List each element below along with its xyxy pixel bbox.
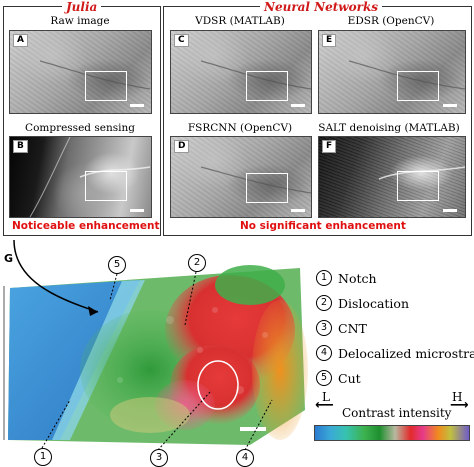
roi-box bbox=[85, 171, 127, 201]
legend-label: Dislocation bbox=[338, 295, 410, 311]
surface-plot bbox=[3, 240, 308, 451]
nn-verdict: No significant enhancement bbox=[240, 220, 406, 232]
legend-label: Cut bbox=[338, 370, 361, 386]
crack-line bbox=[348, 60, 465, 90]
legend-number: 2 bbox=[316, 295, 332, 311]
panel-f-letter: F bbox=[322, 140, 337, 153]
nn-group-title: Neural Networks bbox=[260, 0, 383, 14]
panel-c-letter: C bbox=[174, 34, 189, 47]
panel-b-image: B bbox=[9, 136, 152, 218]
legend-label: Delocalized microstrain bbox=[338, 345, 474, 361]
scale-bar bbox=[130, 104, 144, 107]
legend-notch: 1 Notch bbox=[316, 270, 377, 286]
crack-line bbox=[200, 60, 311, 90]
panel-c-image: C bbox=[170, 30, 312, 114]
legend-number: 1 bbox=[316, 270, 332, 286]
panel-e-letter: E bbox=[322, 34, 337, 47]
legend-label: CNT bbox=[338, 320, 367, 336]
colorbar-low-label: L bbox=[322, 390, 330, 404]
crack-line bbox=[378, 166, 465, 180]
panel-d-image: D bbox=[170, 136, 312, 218]
scale-bar bbox=[291, 209, 305, 212]
panel-f-caption: SALT denoising (MATLAB) bbox=[318, 122, 460, 134]
julia-verdict: Noticeable enhancement bbox=[12, 220, 160, 232]
callout-5: 5 bbox=[108, 256, 126, 274]
callout-4: 4 bbox=[236, 449, 254, 467]
panel-f-image: F bbox=[318, 136, 466, 218]
callout-3: 3 bbox=[150, 449, 168, 467]
callout-2: 2 bbox=[188, 254, 206, 272]
panel-e-image: E bbox=[318, 30, 466, 114]
roi-box bbox=[246, 173, 288, 203]
legend-cnt: 3 CNT bbox=[316, 320, 367, 336]
panel-a-image: A bbox=[9, 30, 152, 114]
right-arrow-icon: ⟶ bbox=[450, 398, 469, 413]
left-arrow-icon: ⟵ bbox=[315, 398, 334, 413]
contrast-colorbar bbox=[314, 425, 470, 441]
crack-line bbox=[39, 60, 151, 90]
panel-b-letter: B bbox=[13, 140, 28, 153]
julia-group-title: Julia bbox=[62, 0, 102, 14]
panel-e-caption: EDSR (OpenCV) bbox=[347, 15, 435, 27]
scale-bar bbox=[443, 209, 457, 212]
legend-number: 5 bbox=[316, 370, 332, 386]
colorbar-title: Contrast intensity bbox=[342, 406, 452, 420]
roi-box bbox=[246, 71, 288, 101]
roi-box bbox=[397, 171, 439, 201]
legend-dislocation: 2 Dislocation bbox=[316, 295, 409, 311]
roi-box bbox=[85, 71, 127, 101]
panel-g-label: G bbox=[4, 252, 14, 265]
legend-number: 4 bbox=[316, 345, 332, 361]
scale-bar bbox=[291, 104, 305, 107]
crack-line bbox=[200, 166, 311, 194]
panel-d-letter: D bbox=[174, 140, 190, 153]
colorbar-high-label: H bbox=[452, 390, 463, 404]
panel-a-caption: Raw image bbox=[50, 15, 110, 27]
panel-a-letter: A bbox=[13, 34, 28, 47]
roi-box bbox=[397, 71, 439, 101]
callout-1: 1 bbox=[34, 448, 52, 466]
legend-microstrain: 4 Delocalized microstrain bbox=[316, 345, 474, 361]
panel-b-caption: Compressed sensing bbox=[25, 122, 135, 134]
panel-c-caption: VDSR (MATLAB) bbox=[195, 15, 285, 27]
panel-d-caption: FSRCNN (OpenCV) bbox=[187, 122, 293, 134]
legend-number: 3 bbox=[316, 320, 332, 336]
crack-line bbox=[29, 137, 151, 217]
scale-bar bbox=[130, 209, 144, 212]
scale-bar bbox=[443, 104, 457, 107]
legend-label: Notch bbox=[338, 270, 377, 286]
legend-cut: 5 Cut bbox=[316, 370, 361, 386]
